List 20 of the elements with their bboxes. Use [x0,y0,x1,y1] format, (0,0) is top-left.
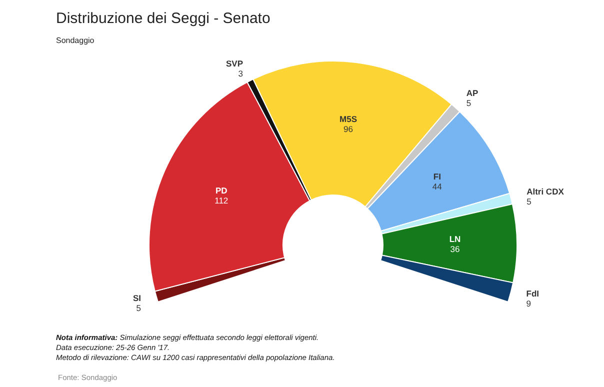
slice-label: SVP [226,58,244,68]
slice-label: SI [132,293,142,304]
chart-subtitle: Sondaggio [56,36,94,45]
chart-title: Distribuzione dei Seggi - Senato [56,10,270,27]
slice-label: PD [215,186,228,196]
data-label: 3 [238,68,244,78]
slice-label: AP [466,88,479,98]
data-label: 96 [344,124,354,134]
data-label: 5 [466,98,472,108]
slice-label: FdI [526,288,540,298]
slice-label: M5S [340,114,358,124]
data-label: 9 [526,298,532,308]
data-label: 5 [136,303,142,314]
data-label: 36 [450,244,460,254]
data-label: 44 [432,181,442,192]
slice-label: LN [449,234,461,244]
data-label: 112 [214,196,228,206]
slice-label: Altri CDX [526,186,564,197]
data-label: 5 [526,196,532,207]
slice-label: FI [433,171,441,182]
